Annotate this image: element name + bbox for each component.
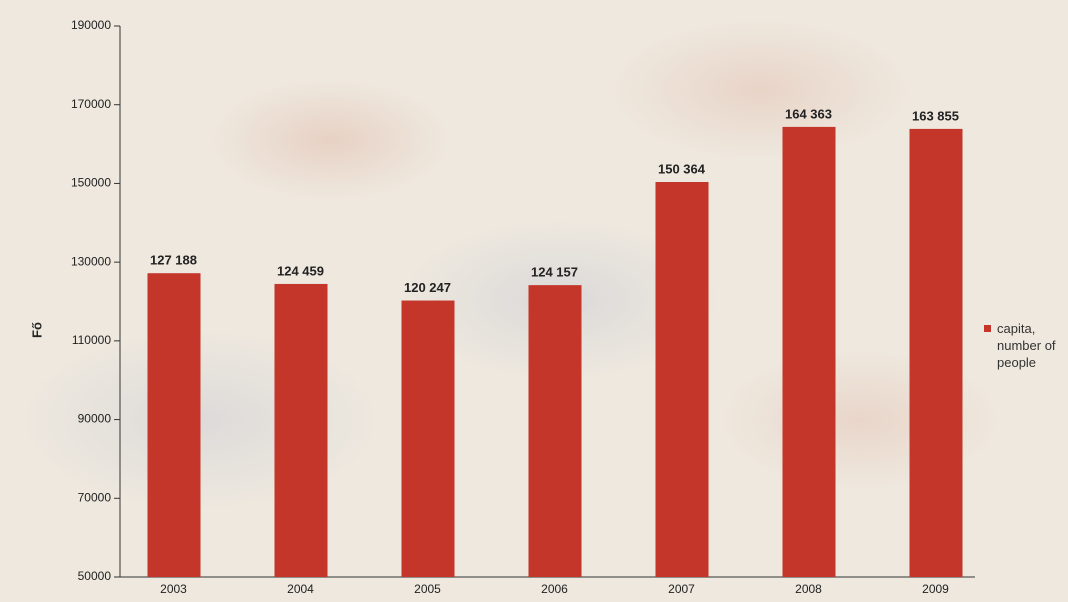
bar bbox=[909, 128, 963, 578]
x-tick-label: 2004 bbox=[287, 582, 314, 596]
bar bbox=[655, 181, 709, 577]
y-tick-label: 150000 bbox=[71, 176, 111, 190]
value-label: 124 157 bbox=[531, 265, 578, 280]
x-tick-label: 2009 bbox=[922, 582, 949, 596]
x-tick-label: 2003 bbox=[160, 582, 187, 596]
bar bbox=[147, 273, 201, 577]
y-tick-label: 190000 bbox=[71, 18, 111, 32]
bar bbox=[528, 285, 582, 577]
y-tick-label: 50000 bbox=[78, 569, 112, 583]
bar bbox=[274, 283, 328, 577]
y-tick-label: 90000 bbox=[78, 412, 112, 426]
value-label: 120 247 bbox=[404, 280, 451, 295]
y-tick-label: 170000 bbox=[71, 97, 111, 111]
x-tick-label: 2005 bbox=[414, 582, 441, 596]
y-axis-label: Fő bbox=[29, 322, 44, 338]
legend-label: capita, number of people bbox=[997, 321, 1056, 370]
legend: capita, number of people bbox=[984, 320, 1068, 371]
y-tick-label: 110000 bbox=[72, 333, 111, 347]
legend-swatch bbox=[984, 325, 991, 332]
value-label: 164 363 bbox=[785, 106, 832, 121]
value-label: 127 188 bbox=[150, 253, 197, 268]
x-tick-label: 2007 bbox=[668, 582, 695, 596]
value-label: 124 459 bbox=[277, 263, 324, 278]
bar bbox=[401, 300, 455, 577]
bar bbox=[782, 126, 836, 578]
y-tick-label: 70000 bbox=[78, 490, 112, 504]
value-label: 163 855 bbox=[912, 108, 959, 123]
y-tick-label: 130000 bbox=[71, 254, 111, 268]
x-tick-label: 2008 bbox=[795, 582, 822, 596]
x-tick-label: 2006 bbox=[541, 582, 568, 596]
value-label: 150 364 bbox=[658, 161, 706, 176]
